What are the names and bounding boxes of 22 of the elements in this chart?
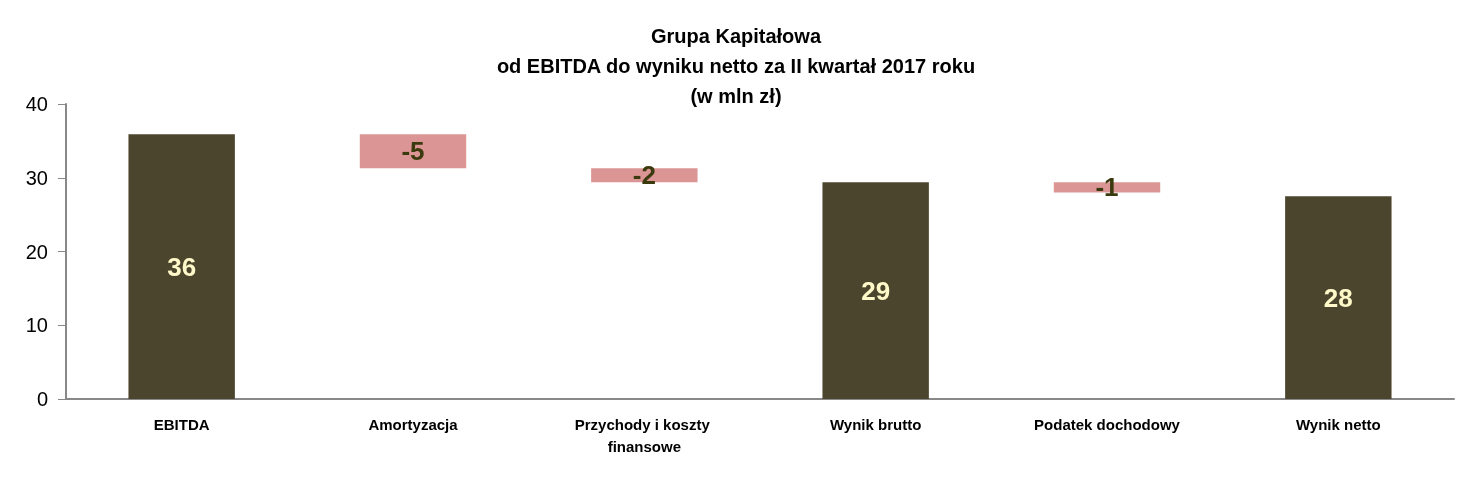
y-tick-label: 30 — [25, 166, 48, 189]
bar — [822, 182, 929, 399]
x-tick-label: EBITDA — [153, 415, 210, 433]
bar — [1285, 196, 1392, 399]
bar — [591, 168, 698, 183]
data-label: -2 — [632, 160, 656, 191]
data-label: 29 — [861, 275, 891, 306]
x-tick-label: Wynik brutto — [829, 415, 922, 433]
bar — [359, 134, 467, 169]
x-tick-label: Wynik netto — [1295, 415, 1381, 433]
data-label: 28 — [1323, 282, 1353, 313]
y-tick-label: 40 — [25, 93, 48, 115]
y-tick-label: 10 — [25, 314, 48, 337]
x-tick-label: Podatek dochodowy — [1034, 415, 1181, 433]
y-tick-label: 20 — [25, 240, 48, 263]
y-tick-label: 0 — [36, 388, 48, 410]
data-label: -5 — [401, 136, 425, 167]
data-label: 36 — [167, 251, 197, 282]
x-tick-label: Amortyzacja — [368, 415, 459, 433]
x-tick-label: Przychody i koszty finansowe — [574, 415, 714, 455]
bar — [128, 134, 235, 399]
chart-title: Grupa Kapitałowa od EBITDA do wyniku netto za II kwartał 2017 roku (w mln zł) — [496, 25, 976, 107]
